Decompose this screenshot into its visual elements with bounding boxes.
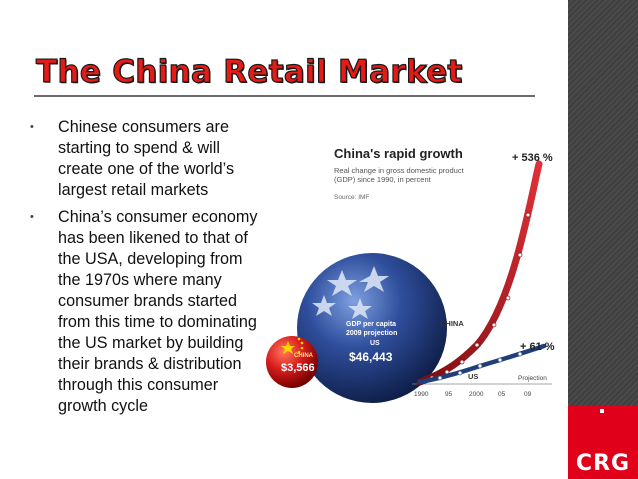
title-underline xyxy=(34,95,535,97)
figure-title: China's rapid growth xyxy=(334,146,463,161)
bullet-item: • China’s consumer economy has been like… xyxy=(30,207,265,417)
china-growth-pct: + 536 % xyxy=(512,152,553,164)
china-globe-label: CHINA xyxy=(294,353,313,359)
growth-figure: China's rapid growth Real change in gros… xyxy=(262,140,562,405)
x-tick-label: 1990 xyxy=(414,391,429,398)
bullet-text: Chinese consumers are starting to spend … xyxy=(58,118,235,199)
us-series-label: US xyxy=(468,372,479,381)
figure-subtitle: Real change in gross domestic product (G… xyxy=(334,166,464,184)
china-globe xyxy=(266,336,318,388)
bullet-list: • Chinese consumers are starting to spen… xyxy=(30,117,265,423)
sidebar-panel xyxy=(568,0,638,479)
figure-graphic xyxy=(266,160,552,403)
globe-gdp-label: GDP per capita 2009 projection xyxy=(346,321,398,337)
china-series-label: CHINA xyxy=(440,319,464,328)
x-tick-label: 95 xyxy=(445,391,453,398)
china-line xyxy=(416,160,543,386)
x-tick-label: 2000 xyxy=(469,391,484,398)
bullet-item: • Chinese consumers are starting to spen… xyxy=(30,117,265,201)
crg-logo: CRG xyxy=(568,406,638,479)
figure-source: Source: IMF xyxy=(334,194,370,201)
logo-mark xyxy=(600,409,604,413)
x-tick-label: 05 xyxy=(498,391,506,398)
us-growth-pct: + 61 % xyxy=(520,341,555,353)
bullet-marker: • xyxy=(30,211,34,223)
globe-us-label: US xyxy=(370,340,380,347)
logo-text: CRG xyxy=(575,451,631,476)
slide-title: The China Retail Market xyxy=(35,53,463,90)
us-points xyxy=(437,351,523,381)
globe-stars xyxy=(312,266,389,319)
projection-label: Projection xyxy=(518,375,547,382)
bullet-marker: • xyxy=(30,121,34,133)
china-flag-stars xyxy=(281,337,304,354)
globe-us-value: $46,443 xyxy=(349,350,393,364)
china-globe-value: $3,566 xyxy=(281,362,315,374)
x-tick-label: 09 xyxy=(524,391,532,398)
bullet-text: China’s consumer economy has been likene… xyxy=(58,208,258,415)
